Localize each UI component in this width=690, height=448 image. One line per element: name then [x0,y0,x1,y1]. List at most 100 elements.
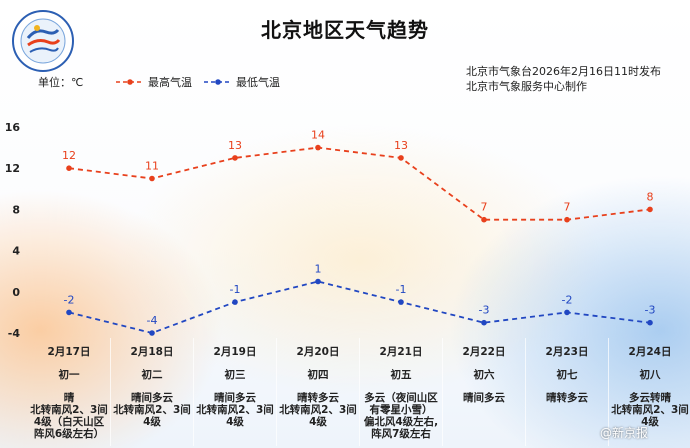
unit-label: 单位：℃ [38,76,84,89]
data-label: -1 [230,283,241,296]
day-column: 2月17日初一晴北转南风2、3间 4级（白天山区 阵风6级左右） [28,344,110,440]
page-title: 北京地区天气趋势 [261,18,429,42]
day-column: 2月19日初三晴间多云 北转南风2、3间 4级 [194,344,276,428]
legend-high: 最高气温 [116,74,192,90]
data-point [647,319,653,326]
data-label: -2 [562,293,573,306]
day-forecast-text: 晴转多云 北转南风2、3间 4级 [277,392,359,428]
day-column: 2月21日 初五 多云（夜间山区 有零星小雪） 偏北风4级左右, 阵风7级左右 [360,344,442,440]
data-label: 12 [62,149,76,162]
data-point [564,216,570,223]
day-lunar: 初四 [307,369,329,381]
day-forecast-text: 晴间多云 北转南风2、3间 4级 [194,392,276,428]
day-forecast-text: 晴北转南风2、3间 4级（白天山区 阵风6级左右） [28,392,110,440]
y-tick-label: 4 [12,245,20,258]
y-tick-label: -4 [8,327,21,340]
data-label: -3 [645,304,656,317]
day-forecast-text: 晴间多云 北转南风2、3间 4级 [111,392,193,428]
data-label: 1 [315,263,322,276]
data-point [564,309,570,316]
data-point [66,309,72,316]
legend-high-marker [116,79,144,85]
data-point [398,299,404,305]
data-label: -1 [396,283,407,296]
day-lunar: 初五 [390,369,412,381]
data-point [149,330,155,336]
day-column: 2月18日初二晴间多云 北转南风2、3间 4级 [111,344,193,428]
meteorological-logo [12,10,74,72]
data-point [481,216,487,223]
data-label: 8 [647,190,654,203]
day-date: 2月24日 [628,346,672,358]
day-forecast-line: 北转南风2、3间 [279,404,357,416]
day-forecast-text: 晴转多云 [526,392,608,404]
day-date: 2月18日 [130,346,174,358]
data-label: 13 [228,139,242,152]
y-tick-label: 8 [12,203,20,216]
day-forecast-line: 晴转多云 [297,392,339,404]
day-forecast-line: 晴间多云 [463,392,505,404]
data-label: 11 [145,160,159,173]
data-label: -3 [479,304,490,317]
day-date: 2月17日 [47,346,91,358]
watermark: @新京报 [600,426,649,440]
series-line-low [68,280,651,334]
data-label: -2 [64,293,75,306]
data-point [149,175,155,182]
day-lunar: 初一 [58,369,80,381]
day-forecast-line: 阵风7级左右 [371,428,431,440]
day-forecast-line: 有零星小雪） [369,404,433,416]
day-column: 2月22日初六晴间多云 [443,344,525,404]
day-lunar: 初八 [639,369,661,381]
day-forecast-line: 偏北风4级左右, [363,416,439,428]
legend-high-label: 最高气温 [148,76,192,89]
data-label: 7 [481,201,488,214]
source-line-1: 北京市气象台2026年2月16日11时发布 [466,65,661,78]
day-forecast-line: 4级 [641,416,659,428]
day-forecast-text: 多云转晴 北转南风2、3间 4级 [609,392,690,428]
day-date: 2月22日 [462,346,506,358]
day-forecast-line: 晴转多云 [546,392,588,404]
legend-low: 最低气温 [204,74,280,90]
legend-low-label: 最低气温 [236,76,280,89]
day-forecast-line: 北转南风2、3间 [113,404,191,416]
day-forecast-line: 4级 [226,416,244,428]
data-label: 13 [394,139,408,152]
day-column: 2月23日初七晴转多云 [526,344,608,404]
y-tick-label: 12 [5,162,20,175]
day-lunar: 初二 [141,369,163,381]
day-lunar: 初七 [556,369,578,381]
day-date: 2月20日 [296,346,340,358]
source-info: 北京市气象台2026年2月16日11时发布 北京市气象服务中心制作 [466,64,661,94]
day-forecast-text: 晴间多云 [443,392,525,404]
day-forecast-line: 4级 [143,416,161,428]
day-forecast-line: 4级 [309,416,327,428]
data-point [66,165,72,171]
day-forecast-line: 晴间多云 [131,392,173,404]
day-column: 2月20日初四晴转多云 北转南风2、3间 4级 [277,344,359,428]
day-date: 2月19日 [213,346,257,358]
day-forecast-text: 多云（夜间山区 有零星小雪） 偏北风4级左右, 阵风7级左右 [360,392,442,440]
data-label: 7 [564,201,571,214]
day-forecast-line: 多云（夜间山区 [364,392,438,404]
day-forecast-line: 多云转晴 [629,392,671,404]
data-point [315,278,321,285]
y-tick-label: 16 [5,121,21,134]
day-column: 2月24日初八多云转晴 北转南风2、3间 4级 [609,344,690,428]
data-point [647,206,653,213]
data-label: -4 [147,314,158,327]
data-point [232,155,238,161]
data-point [398,155,404,161]
day-date: 2月23日 [545,346,589,358]
y-tick-label: 0 [12,286,20,299]
day-lunar: 初三 [224,369,246,381]
day-forecast-line: 晴间多云 [214,392,256,404]
data-point [232,299,238,305]
day-forecast-line: 北转南风2、3间 [196,404,274,416]
day-lunar: 初六 [473,369,495,381]
source-line-2: 北京市气象服务中心制作 [466,80,587,93]
data-point [315,144,321,151]
day-forecast-line: 4级（白天山区 [33,416,105,428]
data-point [481,319,487,326]
